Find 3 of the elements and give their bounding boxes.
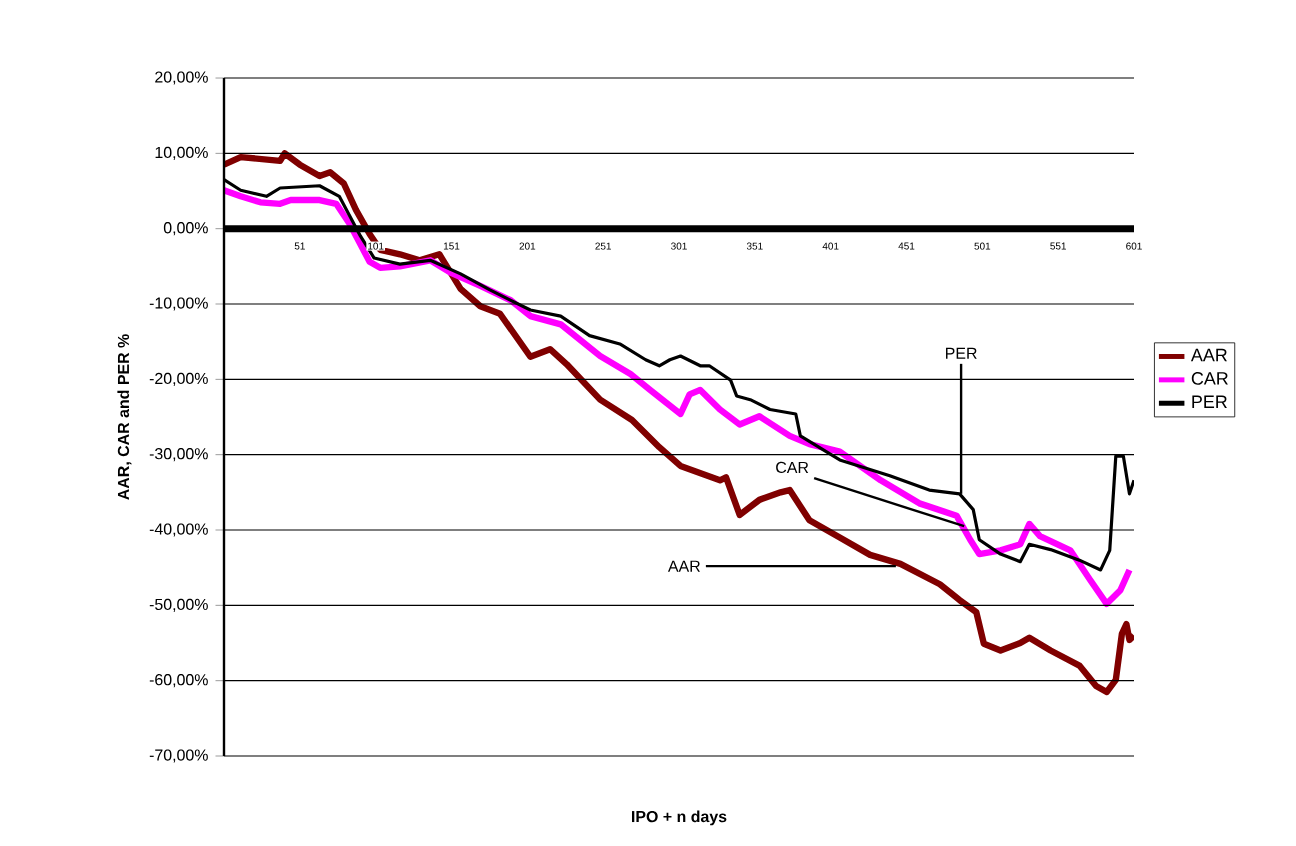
legend-label: AAR <box>1190 348 1227 362</box>
legend-label: CAR <box>1191 372 1228 385</box>
legend-label: PER <box>1192 395 1227 408</box>
